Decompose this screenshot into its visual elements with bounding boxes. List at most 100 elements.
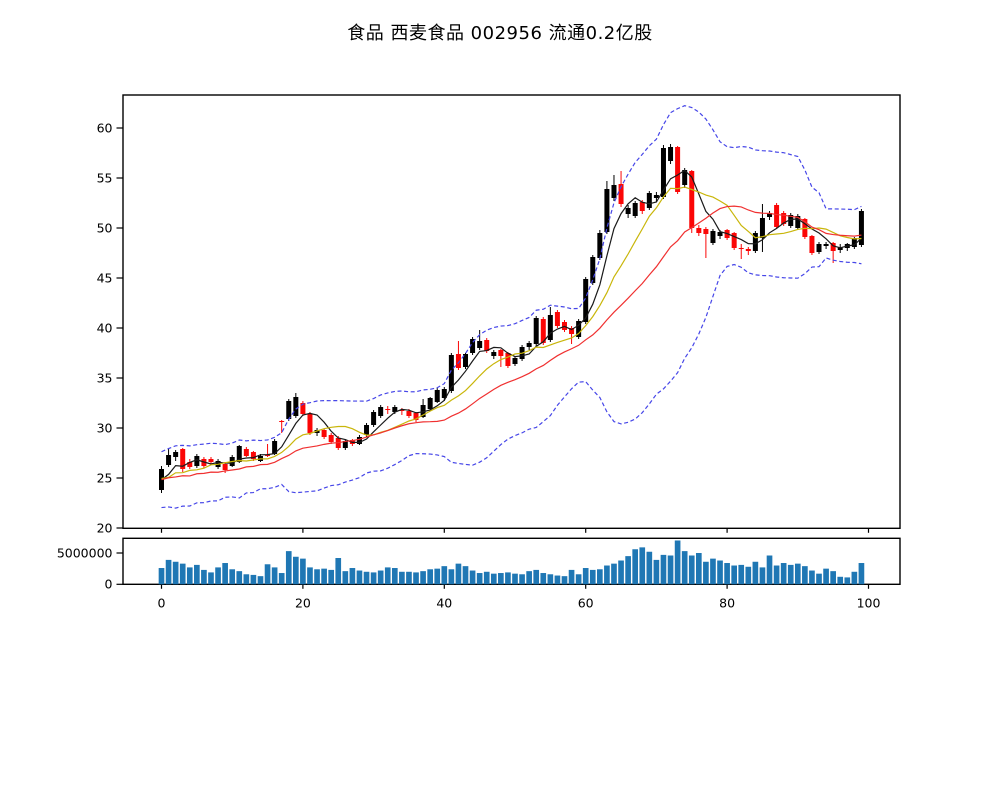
volume-bar [724, 563, 730, 585]
candle-body [194, 456, 200, 466]
price-ytick-label: 55 [97, 170, 113, 185]
volume-bar [158, 568, 165, 585]
candle-body [371, 412, 377, 425]
candle-body [378, 407, 384, 416]
candle-body [851, 238, 857, 247]
volume-bar [349, 568, 356, 585]
volume-bar [837, 576, 844, 585]
volume-bar [766, 555, 773, 585]
candle-body [427, 398, 433, 409]
ma5-line [161, 169, 862, 481]
candle-body [208, 459, 214, 462]
volume-bar [688, 555, 695, 585]
candle-body [328, 435, 334, 442]
candle-body [717, 232, 723, 236]
volume-bar [399, 571, 405, 585]
volume-bar [575, 574, 582, 585]
volume-bar [653, 559, 660, 585]
candle-body [300, 403, 306, 414]
volume-bar [717, 560, 723, 585]
candle-body [477, 341, 483, 348]
candle-body [293, 397, 299, 416]
volume-bar [582, 568, 589, 585]
x-axis-label: 80 [719, 595, 735, 610]
candle-body [533, 318, 539, 344]
volume-bar [703, 561, 709, 585]
candle-body [236, 446, 242, 462]
candle-body [180, 449, 186, 469]
volume-bar [773, 565, 780, 585]
candle-body [540, 319, 546, 343]
volume-bar [611, 563, 617, 585]
volume-bar [787, 564, 794, 585]
price-ytick-label: 20 [97, 520, 113, 535]
candle-body [187, 462, 193, 467]
candle-body [809, 236, 815, 253]
chart-title: 食品 西麦食品 002956 流通0.2亿股 [347, 23, 653, 44]
candle-body [752, 233, 758, 251]
candle-body [470, 339, 476, 353]
volume-bar [179, 563, 186, 585]
candle-body [406, 411, 412, 416]
volume-bar [370, 572, 377, 585]
price-ytick-label: 30 [97, 420, 113, 435]
volume-bar [759, 567, 766, 585]
volume-bar [293, 556, 299, 585]
candle-body [222, 464, 228, 470]
price-ytick-label: 45 [97, 270, 113, 285]
candle-body [703, 229, 709, 234]
candle-body [484, 340, 490, 351]
volume-bar [201, 569, 207, 585]
volume-bar [483, 571, 490, 585]
candle-body [759, 218, 765, 238]
candle-body [279, 421, 285, 422]
x-axis-label: 100 [857, 595, 881, 610]
candle-body [774, 205, 780, 227]
candle-body [498, 350, 504, 356]
price-axes-frame [122, 94, 901, 529]
candle-body [837, 247, 843, 250]
ma20-line [161, 205, 862, 481]
volume-bar [469, 570, 476, 585]
volume-bar [236, 571, 243, 585]
volume-bar [208, 572, 214, 585]
volume-bar [710, 558, 716, 585]
volume-bar [540, 573, 547, 585]
candle-body [625, 208, 631, 214]
candle-body [512, 358, 518, 364]
volume-ytick-label: 5000000 [57, 545, 113, 560]
x-axis-label: 60 [578, 595, 594, 610]
volume-bar [639, 547, 646, 585]
volume-bar [695, 553, 702, 585]
volume-bar [427, 569, 433, 585]
volume-bar [604, 565, 610, 585]
volume-bar [618, 560, 624, 585]
volume-bar [823, 568, 829, 585]
candle-body [265, 455, 271, 456]
boll-lower-line [161, 257, 862, 509]
volume-bar [243, 574, 250, 585]
price-ytick-label: 35 [97, 370, 113, 385]
volume-bar [660, 554, 667, 585]
price-ytick-label: 60 [97, 120, 113, 135]
volume-bar [172, 561, 179, 585]
candle-body [823, 244, 829, 246]
volume-bar [505, 572, 511, 585]
candle-body [413, 413, 419, 420]
candle-body [547, 315, 553, 340]
volume-axes-frame [122, 537, 901, 585]
volume-bar [363, 571, 370, 585]
volume-bar [512, 573, 518, 585]
candle-body [604, 189, 610, 232]
volume-bar [420, 571, 426, 585]
candle-body [576, 321, 582, 337]
volume-bar [844, 577, 851, 585]
volume-ytick-label: 0 [105, 577, 113, 592]
volume-bar [328, 569, 335, 585]
volume-bar [314, 569, 320, 585]
candle-body [597, 233, 603, 258]
candle-body [441, 389, 447, 398]
volume-bar [356, 570, 363, 585]
volume-bar [250, 574, 257, 585]
